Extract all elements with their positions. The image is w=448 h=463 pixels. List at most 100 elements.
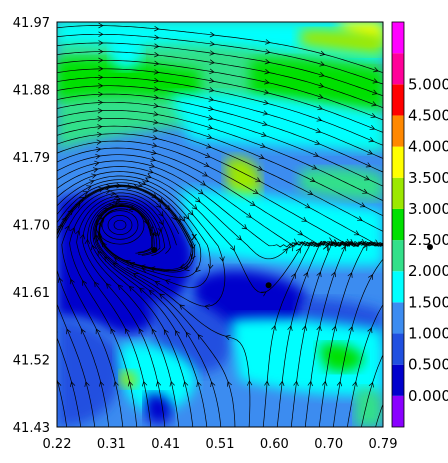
streamline	[262, 240, 383, 427]
contour-region	[355, 388, 383, 427]
streamline-arrow	[208, 105, 214, 112]
streamline-arrow	[262, 121, 268, 127]
streamline-arrow	[301, 216, 308, 222]
x-tick-label: 0.79	[369, 437, 398, 452]
streamline	[53, 281, 55, 289]
streamline-arrow	[141, 267, 148, 273]
streamline-arrow	[98, 40, 104, 46]
streamline-arrow	[287, 325, 293, 331]
streamline	[57, 101, 383, 187]
streamline	[52, 317, 55, 325]
streamline	[57, 175, 226, 307]
streamline-arrow	[97, 250, 103, 257]
streamline	[53, 353, 55, 361]
plot-frame	[56, 21, 384, 428]
streamline-arrow	[200, 180, 207, 186]
streamline-arrow	[117, 284, 124, 290]
streamline-arrow	[92, 167, 99, 173]
streamline-arrow	[79, 233, 86, 240]
streamline-arrow	[151, 149, 157, 155]
streamline-arrow	[132, 273, 139, 278]
streamline-arrow	[153, 60, 160, 67]
streamline	[82, 198, 166, 427]
streamline	[53, 335, 56, 343]
x-tick-label: 0.60	[260, 437, 289, 452]
streamline-arrow	[163, 329, 169, 335]
streamline-arrow	[318, 82, 325, 89]
contour-region	[180, 190, 383, 266]
streamline-arrow	[331, 325, 338, 332]
streamline-arrow	[255, 177, 261, 183]
streamline	[332, 258, 383, 427]
contour-region	[318, 343, 365, 372]
contour-region	[300, 29, 383, 55]
streamline-arrow	[154, 280, 161, 286]
streamline-arrow	[252, 189, 259, 194]
streamline-arrow	[367, 149, 373, 155]
x-tick-label: 0.31	[97, 437, 126, 452]
streamline-arrow	[368, 381, 374, 388]
streamline-arrow	[110, 190, 116, 197]
streamline-arrow	[195, 197, 201, 203]
streamline-arrow	[208, 77, 215, 84]
streamline-arrow	[203, 162, 210, 168]
streamline-arrow	[316, 271, 322, 278]
colorbar-swatch	[392, 115, 404, 147]
colorbar-swatch	[392, 22, 404, 54]
streamline-arrow	[158, 211, 164, 217]
streamline-arrow	[372, 78, 379, 84]
streamline-arrow	[311, 164, 318, 170]
vortex-ring	[101, 210, 139, 240]
streamline-arrow	[344, 238, 351, 244]
streamline-arrow	[362, 245, 368, 251]
streamline-arrow	[94, 160, 100, 167]
streamline-arrow	[371, 101, 377, 107]
colorbar-label: 3.500	[408, 169, 448, 187]
streamline-arrow	[209, 59, 215, 65]
y-tick-label: 41.52	[13, 354, 50, 369]
streamline-arrow	[271, 325, 277, 331]
streamline	[76, 195, 171, 427]
streamline-arrow	[282, 248, 289, 254]
streamline-arrow	[204, 152, 211, 158]
streamline-arrow	[241, 224, 248, 230]
streamline-arrow	[367, 327, 373, 334]
streamline-arrow	[332, 239, 339, 245]
streamline	[57, 160, 357, 248]
streamline-arrow	[207, 115, 214, 121]
streamline-arrow	[322, 245, 328, 252]
streamline-arrow	[290, 273, 296, 279]
streamline-arrow	[264, 59, 271, 65]
colorbar-label: 2.500	[408, 231, 448, 249]
colorbar-label: 3.000	[408, 200, 448, 218]
x-tick-label: 0.70	[314, 437, 343, 452]
streamline	[95, 206, 251, 427]
streamline-arrow	[317, 93, 324, 100]
streamline-arrow	[179, 216, 186, 222]
streamline	[87, 201, 180, 427]
streamline-arrow	[206, 133, 213, 140]
streamline	[57, 118, 383, 217]
streamline-arrow	[114, 193, 120, 199]
colorbar-swatch	[392, 364, 404, 396]
streamline-arrow	[348, 326, 354, 332]
streamline	[92, 204, 208, 427]
streamline-arrow	[147, 168, 154, 174]
streamline-arrow	[369, 124, 376, 131]
streamline-arrow	[263, 89, 270, 95]
streamline-arrow	[209, 31, 216, 38]
streamline-arrow	[151, 142, 158, 148]
vortex-ring	[95, 205, 145, 245]
contour-region	[300, 167, 383, 200]
streamline-arrow	[105, 188, 111, 195]
streamline	[53, 394, 55, 406]
streamline-arrow	[209, 50, 216, 56]
streamline	[53, 290, 55, 298]
colorbar-dot	[427, 244, 433, 250]
streamline-arrow	[138, 328, 144, 334]
streamline-arrow	[185, 331, 191, 338]
streamline-arrow	[196, 381, 202, 387]
streamline	[57, 85, 383, 159]
streamline-arrow	[155, 380, 162, 387]
